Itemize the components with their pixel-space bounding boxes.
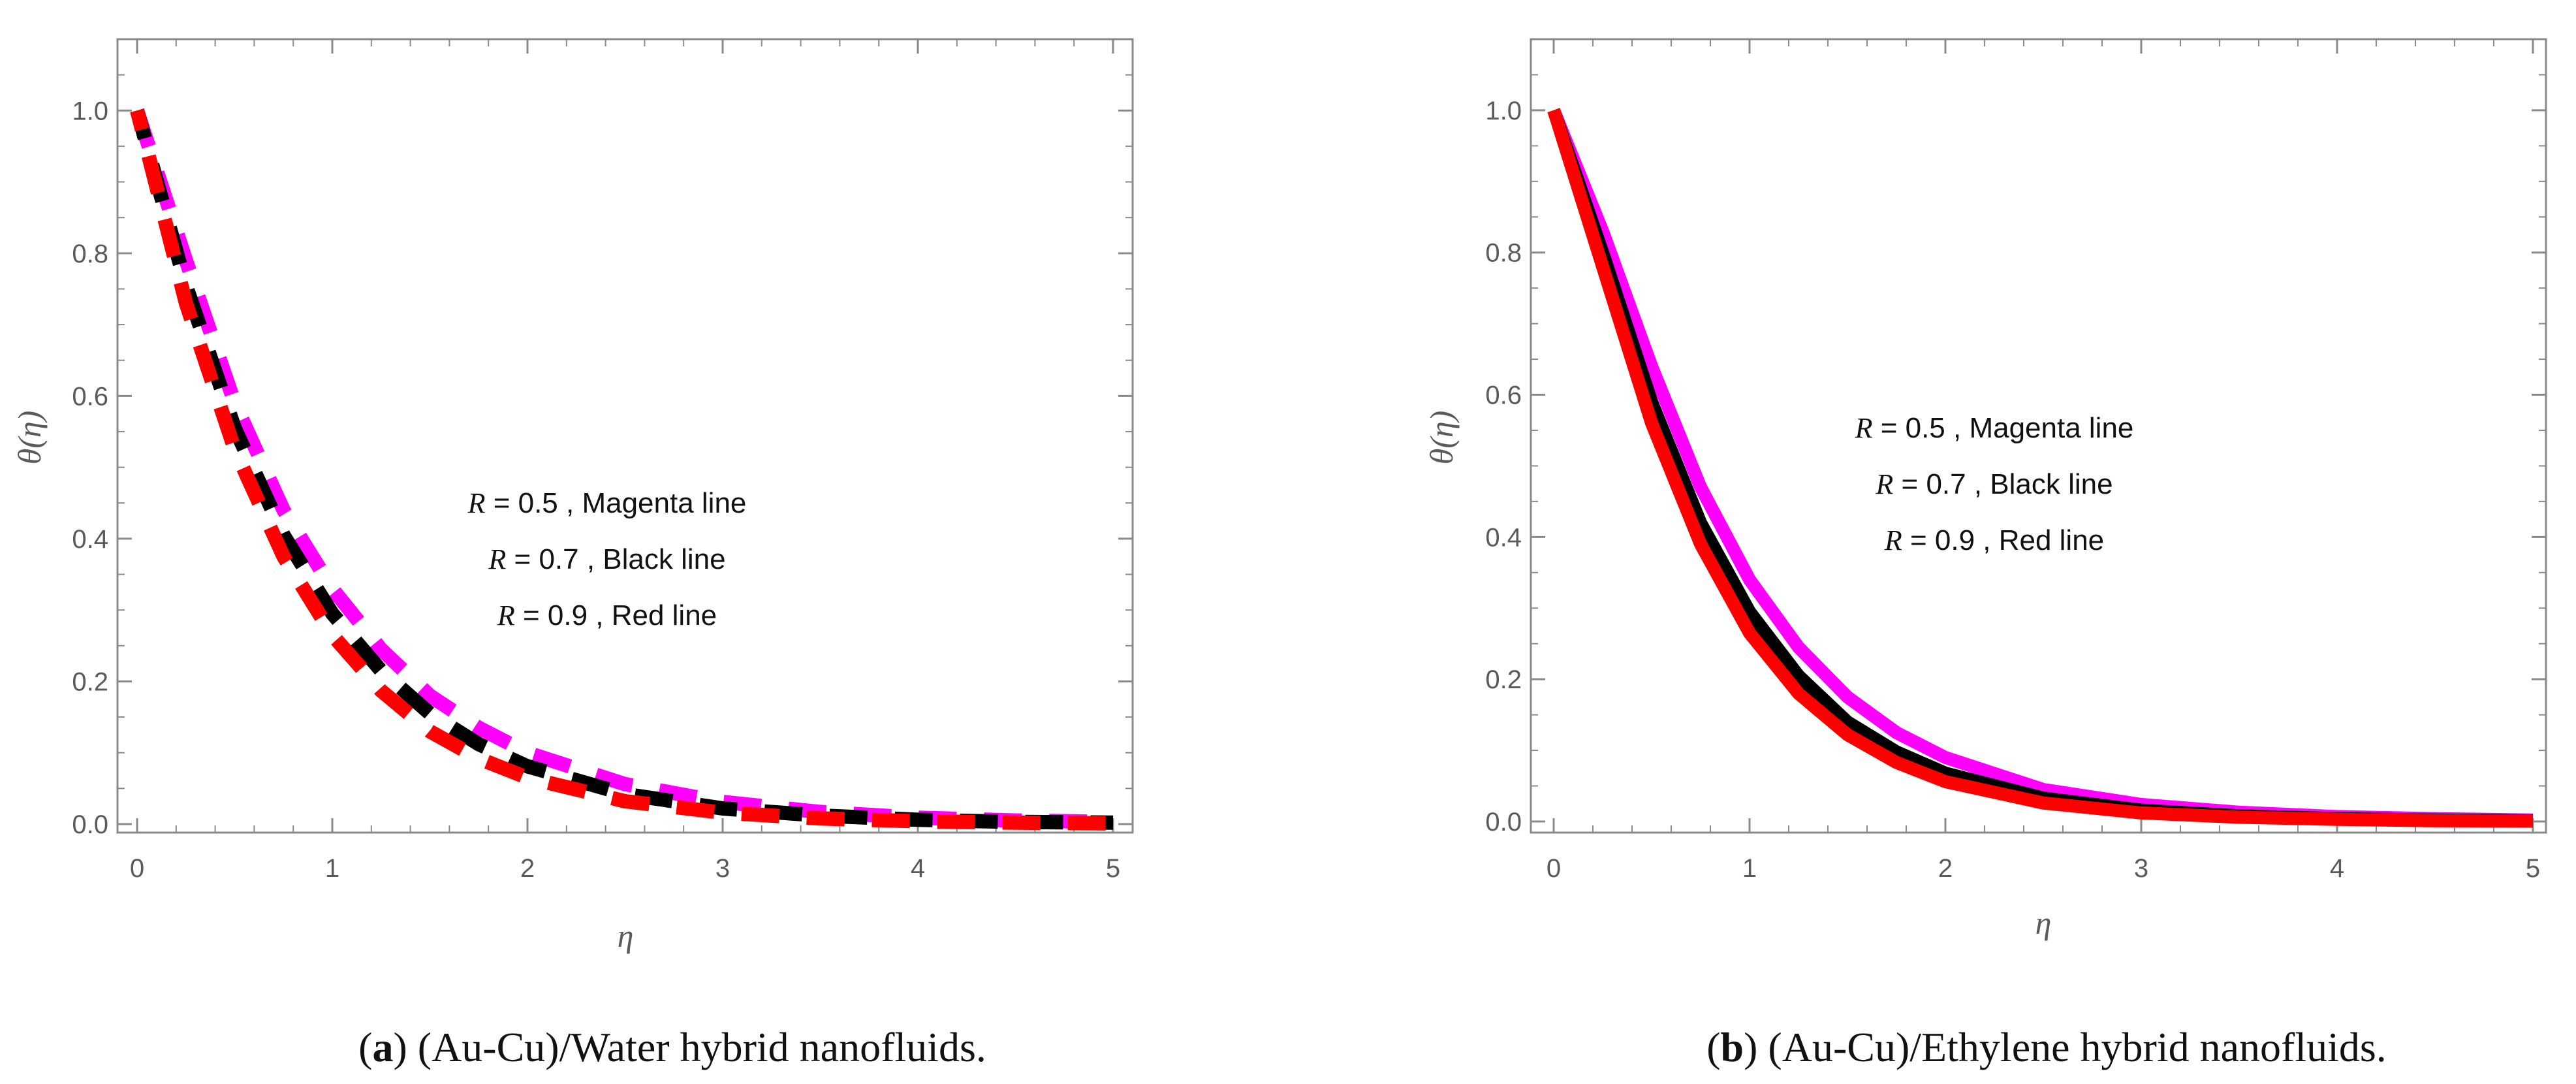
y-tick-label: 0.2 xyxy=(72,667,108,696)
y-tick-label: 1.0 xyxy=(72,97,108,125)
x-tick-label: 1 xyxy=(1742,854,1757,883)
annotation-magenta: R = 0.5 , Magenta line xyxy=(467,487,747,519)
x-axis-title: η xyxy=(618,917,634,954)
annotation-magenta: R = 0.5 , Magenta line xyxy=(1855,412,2134,444)
caption-text: ) (Au-Cu)/Ethylene hybrid nanofluids. xyxy=(1744,1024,2387,1070)
series-line-red xyxy=(130,108,1114,831)
annotation-variable: R xyxy=(1884,524,1902,556)
x-tick-label: 4 xyxy=(2330,854,2344,883)
series-line-black xyxy=(1547,108,2534,827)
y-axis-title: θ(η) xyxy=(11,411,48,465)
y-tick-label: 0.6 xyxy=(72,382,108,411)
x-tick-label: 0 xyxy=(1547,854,1561,883)
annotation-variable: R xyxy=(1875,468,1893,500)
y-tick-label: 0.0 xyxy=(1485,808,1522,837)
y-tick-label: 0.8 xyxy=(1485,239,1522,268)
annotation-red: R = 0.9 , Red line xyxy=(497,599,717,631)
y-tick-label: 0.8 xyxy=(72,240,108,268)
plot-frame xyxy=(1530,38,2547,834)
x-tick-label: 2 xyxy=(520,854,535,883)
annotation-text: = 0.9 , Red line xyxy=(515,599,717,631)
annotation-text: = 0.5 , Magenta line xyxy=(485,487,746,519)
caption-letter: b xyxy=(1721,1024,1744,1070)
series-line-black xyxy=(130,108,1114,830)
x-axis-title: η xyxy=(2035,904,2052,941)
x-tick-label: 3 xyxy=(715,854,730,883)
y-tick-label: 1.0 xyxy=(1485,97,1522,125)
y-tick-label: 0.2 xyxy=(1485,665,1522,694)
caption-open-paren: ( xyxy=(358,1024,372,1070)
annotation-text: = 0.7 , Black line xyxy=(1893,468,2113,500)
annotation-black: R = 0.7 , Black line xyxy=(488,543,725,575)
annotation-text: = 0.5 , Magenta line xyxy=(1872,412,2133,444)
caption-text: ) (Au-Cu)/Water hybrid nanofluids. xyxy=(393,1024,986,1070)
panel-caption: (b) (Au-Cu)/Ethylene hybrid nanofluids. xyxy=(1706,1024,2387,1070)
annotation-text: = 0.9 , Red line xyxy=(1902,524,2104,556)
caption-open-paren: ( xyxy=(1706,1024,1720,1070)
x-tick-label: 1 xyxy=(325,854,339,883)
x-tick-label: 5 xyxy=(2526,854,2540,883)
y-tick-label: 0.4 xyxy=(72,525,108,554)
caption-letter: a xyxy=(372,1024,393,1070)
series-line-magenta xyxy=(1547,108,2534,827)
x-tick-label: 5 xyxy=(1106,854,1120,883)
plot-frame xyxy=(116,38,1134,834)
x-tick-label: 4 xyxy=(911,854,925,883)
y-tick-label: 0.0 xyxy=(72,810,108,839)
y-tick-label: 0.6 xyxy=(1485,381,1522,410)
x-tick-label: 2 xyxy=(1938,854,1953,883)
annotation-text: = 0.7 , Black line xyxy=(506,543,725,575)
y-tick-label: 0.4 xyxy=(1485,523,1522,552)
x-tick-label: 0 xyxy=(130,854,144,883)
annotation-variable: R xyxy=(497,599,515,631)
panel-a: 0 1 2 3 4 5 0.0 0.2 0.4 0.6 0.8 1.0 η θ(η) R = 0.5 , M… xyxy=(11,38,1134,1070)
series-line-red xyxy=(1547,108,2534,828)
panel-b: 0 1 2 3 4 5 0.0 0.2 0.4 0.6 0.8 1.0 η θ(η) R = 0.5 , M… xyxy=(1423,38,2547,1070)
annotation-black: R = 0.7 , Black line xyxy=(1875,468,2113,500)
x-tick-label: 3 xyxy=(2134,854,2148,883)
annotation-variable: R xyxy=(467,487,486,519)
series-line-magenta xyxy=(130,108,1114,829)
annotation-variable: R xyxy=(488,543,506,575)
y-axis-title: θ(η) xyxy=(1423,411,1460,465)
panel-caption: (a) (Au-Cu)/Water hybrid nanofluids. xyxy=(358,1024,986,1070)
annotation-variable: R xyxy=(1855,412,1873,444)
annotation-red: R = 0.9 , Red line xyxy=(1884,524,2104,556)
